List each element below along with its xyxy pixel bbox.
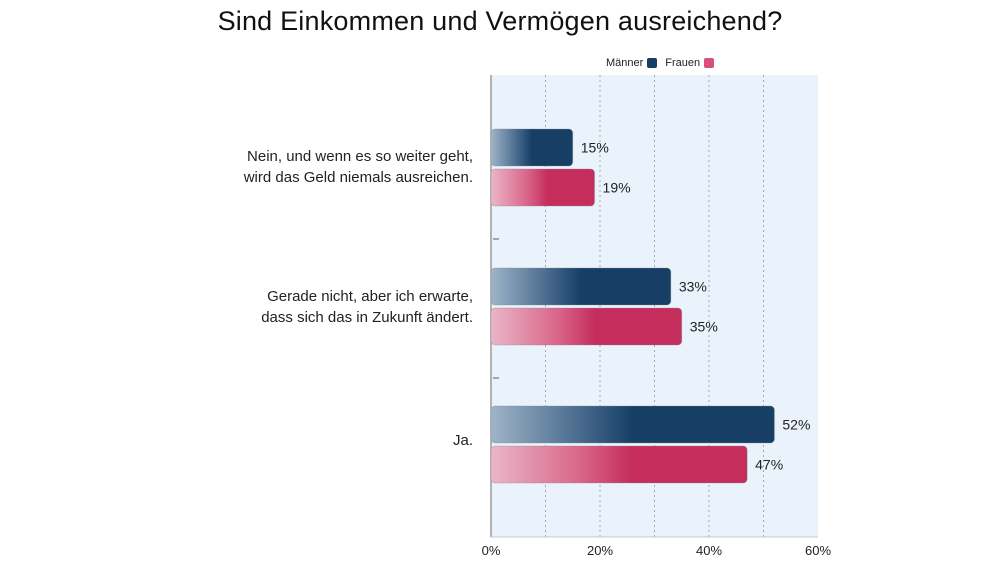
legend-item-frauen: Frauen [665, 57, 715, 69]
category-label-nein: Nein, und wenn es so weiter geht, wird d… [243, 148, 473, 186]
bar-frauen-1 [490, 307, 683, 346]
data-label-frauen-2: 47% [755, 457, 783, 473]
x-tick-label-40: 40% [696, 543, 722, 558]
x-tick-label-60: 60% [805, 543, 831, 558]
data-label-maenner-2: 52% [782, 417, 810, 433]
data-label-maenner-1: 33% [679, 279, 707, 295]
bar-maenner-2 [490, 405, 775, 444]
legend-swatch-maenner [647, 58, 658, 68]
legend: Männer Frauen [606, 57, 722, 69]
bar-frauen-0 [490, 168, 596, 207]
data-label-frauen-1: 35% [690, 319, 718, 335]
x-tick-label-0: 0% [482, 543, 501, 558]
legend-label-frauen: Frauen [665, 57, 701, 69]
x-tick-label-20: 20% [587, 543, 613, 558]
bar-frauen-2 [490, 445, 748, 484]
legend-item-maenner: Männer [606, 57, 658, 69]
data-label-maenner-0: 15% [581, 140, 609, 156]
category-label-gerade-nicht: Gerade nicht, aber ich erwarte, dass sic… [261, 288, 473, 326]
legend-label-maenner: Männer [606, 57, 644, 69]
legend-swatch-frauen [704, 58, 715, 68]
chart-title: Sind Einkommen und Vermögen ausreichend? [217, 6, 783, 36]
bar-maenner-1 [490, 267, 672, 306]
bar-maenner-0 [490, 128, 574, 167]
data-label-frauen-0: 19% [603, 180, 631, 196]
category-label-ja: Ja. [452, 432, 473, 449]
